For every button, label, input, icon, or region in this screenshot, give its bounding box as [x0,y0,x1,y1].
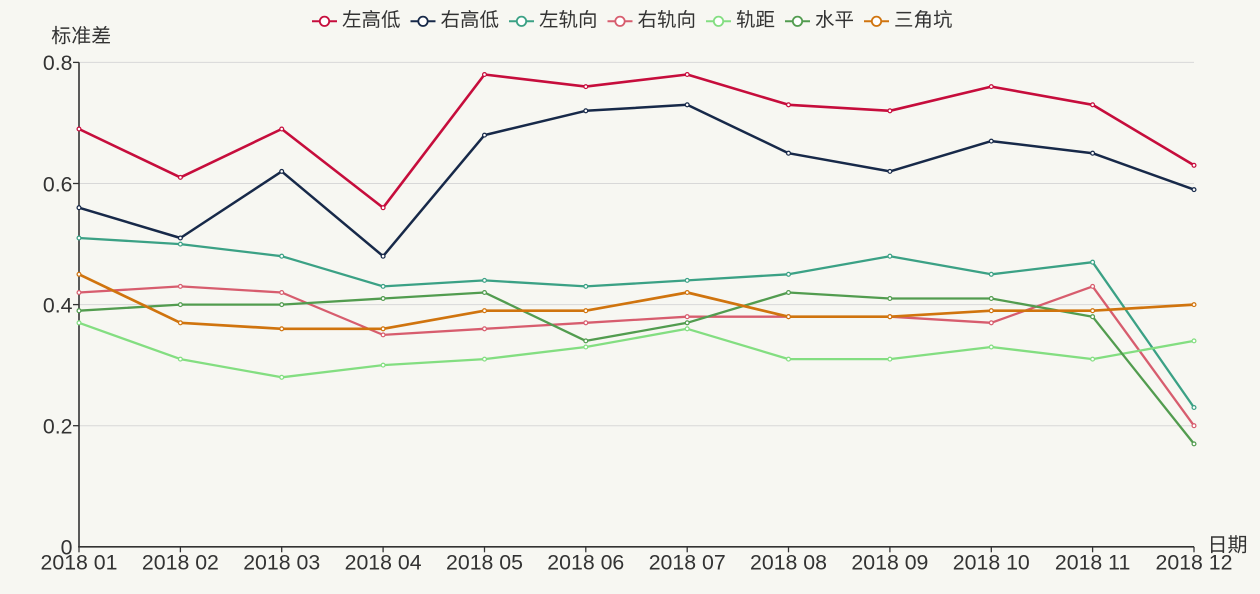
svg-text:2018 10: 2018 10 [953,550,1030,574]
svg-text:0: 0 [61,536,73,560]
svg-text:2018 12: 2018 12 [1156,550,1233,574]
svg-text:0.8: 0.8 [43,51,73,75]
svg-text:2018 09: 2018 09 [851,550,928,574]
svg-text:0.6: 0.6 [43,172,73,196]
svg-text:2018 03: 2018 03 [243,550,320,574]
svg-text:2018 08: 2018 08 [750,550,827,574]
svg-text:0.4: 0.4 [43,293,73,317]
svg-text:0.2: 0.2 [43,415,73,439]
svg-text:2018 04: 2018 04 [345,550,422,574]
svg-text:2018 02: 2018 02 [142,550,219,574]
svg-text:2018 01: 2018 01 [41,550,118,574]
svg-text:2018 05: 2018 05 [446,550,523,574]
svg-text:2018 07: 2018 07 [649,550,726,574]
svg-text:2018 06: 2018 06 [547,550,624,574]
svg-text:2018 11: 2018 11 [1055,550,1130,574]
